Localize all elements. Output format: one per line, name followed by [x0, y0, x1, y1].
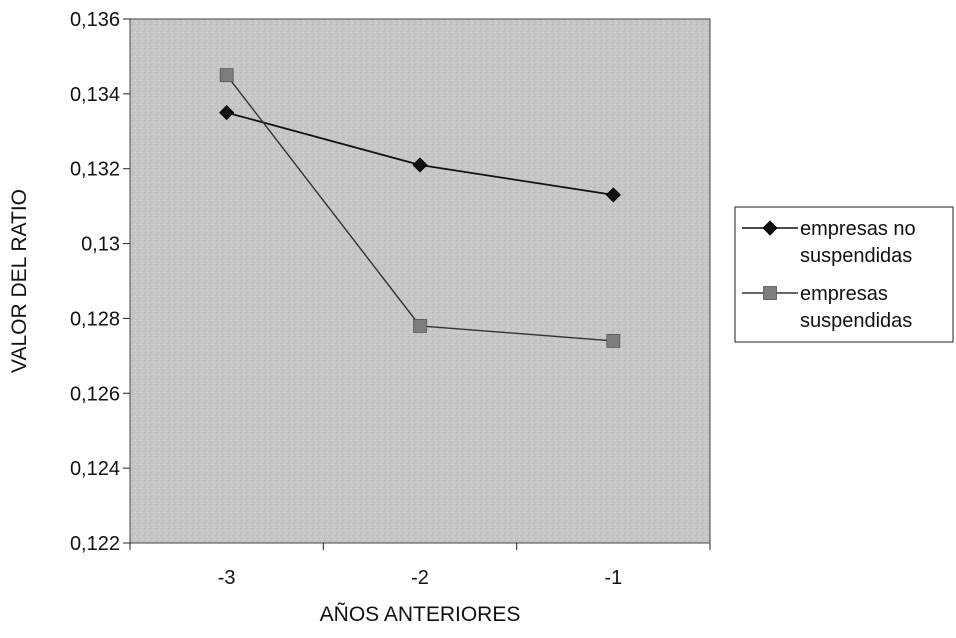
y-tick-label: 0,126 [70, 383, 120, 405]
y-tick-label: 0,13 [81, 234, 120, 256]
plot-area [129, 18, 711, 544]
y-tick-label: 0,136 [70, 9, 120, 31]
x-tick-label: -3 [218, 567, 236, 589]
axes-layer: 0,122 0,124 0,126 0,128 0,13 0,132 0,134 0,136 -… [70, 9, 711, 589]
legend-label: empresas [800, 283, 888, 305]
y-tick-label: 0,122 [70, 533, 120, 555]
legend-label: suspendidas [800, 310, 912, 332]
x-tick-label: -2 [411, 567, 429, 589]
legend-label: empresas no [800, 218, 916, 240]
y-axis-label: VALOR DEL RATIO [8, 189, 31, 373]
x-tick-label: -1 [604, 567, 622, 589]
legend-marker [763, 286, 777, 300]
data-point-2 [219, 68, 234, 83]
y-tick-label: 0,124 [70, 458, 120, 480]
data-point-1 [605, 187, 621, 203]
data-point-2 [413, 319, 427, 333]
legend-marker [762, 220, 778, 236]
series-layer [219, 68, 621, 348]
x-axis-label: AÑOS ANTERIORES [320, 602, 521, 626]
data-point-1 [412, 157, 428, 173]
legend: empresas no suspendidas empresas suspendida… [734, 206, 954, 343]
y-tick-label: 0,132 [70, 159, 120, 181]
data-point-1 [219, 105, 235, 121]
y-tick-label: 0,128 [70, 308, 120, 330]
data-point-2 [606, 333, 621, 348]
legend-label: suspendidas [800, 245, 912, 267]
y-tick-label: 0,134 [70, 84, 120, 106]
